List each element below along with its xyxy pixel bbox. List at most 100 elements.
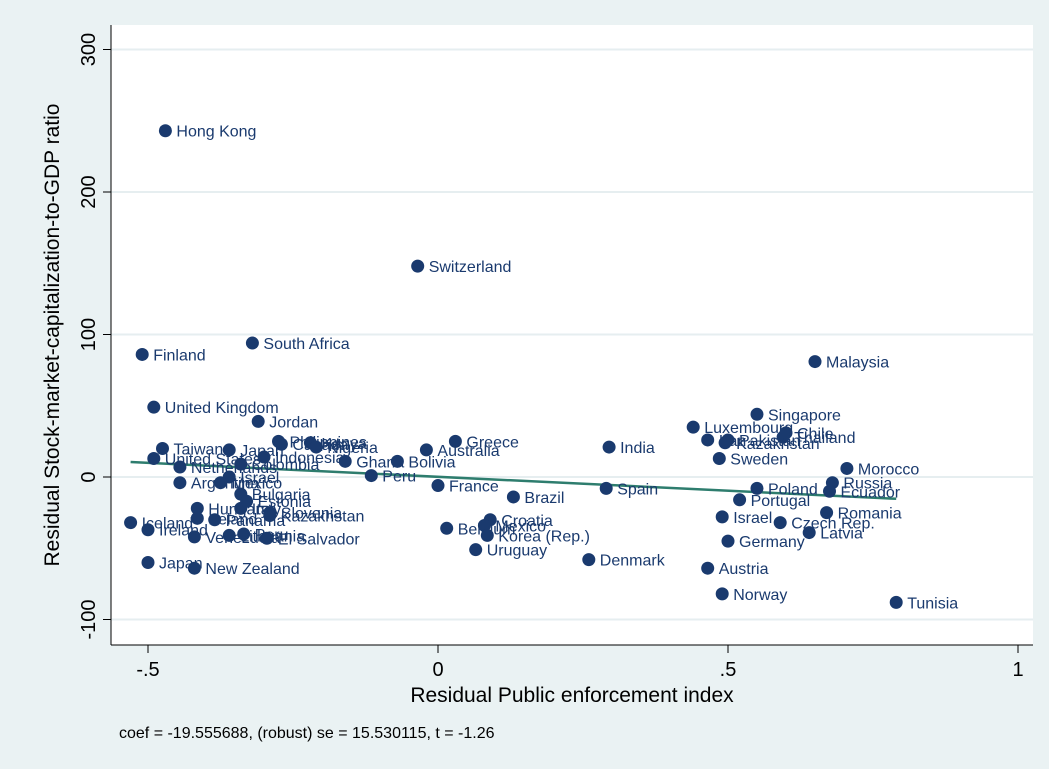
data-point bbox=[135, 347, 149, 361]
point-label: India bbox=[620, 440, 655, 457]
data-point bbox=[823, 484, 836, 498]
x-tick-label: 1 bbox=[1012, 659, 1023, 681]
data-point bbox=[158, 124, 172, 138]
data-point bbox=[245, 336, 259, 350]
point-label: Iceland bbox=[142, 516, 194, 533]
point-label: Singapore bbox=[768, 407, 841, 424]
data-point bbox=[190, 501, 204, 515]
point-label: Korea (Rep.) bbox=[498, 528, 590, 545]
point-label: Morocco bbox=[858, 461, 919, 478]
point-label: Pakistan bbox=[739, 433, 800, 450]
point-label: Hong Kong bbox=[176, 124, 256, 141]
data-point bbox=[480, 528, 494, 542]
data-point bbox=[260, 531, 274, 545]
y-tick-label: 100 bbox=[78, 318, 100, 351]
data-point bbox=[820, 506, 834, 520]
data-point bbox=[469, 543, 483, 557]
fit-line bbox=[130, 460, 897, 501]
data-point bbox=[147, 451, 161, 465]
point-label: Luxembourg bbox=[704, 420, 793, 437]
data-point bbox=[889, 595, 903, 609]
y-tick-label: 200 bbox=[78, 175, 100, 208]
point-label: Bulgaria bbox=[252, 487, 311, 504]
data-point bbox=[147, 400, 161, 414]
point-label: Finland bbox=[153, 347, 205, 364]
data-point bbox=[840, 461, 854, 475]
y-tick-label: 300 bbox=[78, 33, 100, 66]
x-axis-ticks: -.5 0 .5 1 bbox=[136, 645, 1024, 681]
point-label: South Africa bbox=[263, 336, 349, 353]
point-label: Sweden bbox=[730, 451, 788, 468]
data-point bbox=[187, 530, 201, 544]
data-points: Hong Kong Switzerland South Africa Finland M… bbox=[124, 124, 958, 612]
data-point bbox=[234, 501, 248, 515]
point-label: Norway bbox=[733, 587, 787, 604]
point-label: Ecuador bbox=[841, 484, 901, 501]
data-point bbox=[582, 553, 596, 567]
data-point bbox=[141, 523, 155, 537]
point-label: Austria bbox=[719, 561, 769, 578]
data-point bbox=[776, 430, 790, 444]
data-point bbox=[750, 481, 764, 495]
data-point bbox=[715, 510, 729, 524]
point-label: Taiwan bbox=[174, 442, 224, 459]
data-point bbox=[173, 460, 187, 474]
data-point bbox=[440, 521, 454, 535]
point-label: Indonesia bbox=[275, 450, 344, 467]
point-label: Nigeria bbox=[327, 440, 378, 457]
point-label: Jordan bbox=[269, 414, 318, 431]
y-axis-title: Residual Stock-market-capitalization-to-… bbox=[41, 104, 64, 567]
data-point bbox=[124, 516, 138, 530]
point-label: El Salvador bbox=[278, 531, 360, 548]
point-label: Kazakhstan bbox=[281, 508, 365, 525]
fit-line-group bbox=[130, 460, 897, 501]
data-point bbox=[214, 476, 227, 490]
data-point bbox=[390, 454, 404, 468]
data-point bbox=[190, 511, 204, 525]
point-label: Greece bbox=[466, 434, 519, 451]
gridlines bbox=[111, 48, 1033, 621]
point-label: United Kingdom bbox=[165, 400, 279, 417]
point-label: Portugal bbox=[751, 493, 811, 510]
data-point bbox=[274, 437, 288, 451]
point-label: Latvia bbox=[820, 526, 863, 543]
data-point bbox=[222, 528, 236, 542]
point-label: Ireland bbox=[208, 511, 257, 528]
point-label: Malaysia bbox=[826, 355, 889, 372]
point-label: Kazakhstan bbox=[736, 436, 820, 453]
point-label: Australia bbox=[437, 443, 499, 460]
data-point bbox=[251, 414, 265, 428]
data-point bbox=[773, 516, 787, 530]
data-point bbox=[187, 561, 201, 575]
x-tick-label: 0 bbox=[432, 659, 443, 681]
point-label: Israel bbox=[240, 470, 279, 487]
data-point bbox=[263, 508, 277, 522]
data-point bbox=[712, 451, 726, 465]
data-point bbox=[802, 526, 816, 540]
point-label: Tunisia bbox=[907, 595, 958, 612]
point-label: Panama bbox=[226, 513, 286, 530]
data-point bbox=[222, 443, 236, 457]
data-point bbox=[721, 534, 735, 548]
point-label: Poland bbox=[768, 481, 818, 498]
data-point bbox=[237, 527, 251, 541]
data-point bbox=[411, 259, 425, 273]
point-label: Slovenia bbox=[281, 506, 342, 523]
point-label: Denmark bbox=[600, 553, 666, 570]
point-label: Netherlands bbox=[191, 460, 277, 477]
y-tick-label: -100 bbox=[78, 599, 100, 639]
point-label: Bolivia bbox=[408, 454, 455, 471]
data-point bbox=[208, 513, 222, 527]
point-label: Israel bbox=[733, 510, 772, 527]
point-label: Brazil bbox=[524, 490, 564, 507]
data-point bbox=[234, 457, 248, 471]
x-axis-title: Residual Public enforcement index bbox=[410, 684, 734, 707]
data-point bbox=[701, 433, 715, 447]
point-label: New Zealand bbox=[205, 561, 299, 578]
data-point bbox=[419, 443, 433, 457]
data-point bbox=[733, 493, 747, 507]
data-point bbox=[718, 436, 732, 450]
point-label: Switzerland bbox=[429, 259, 512, 276]
data-point bbox=[431, 479, 445, 493]
